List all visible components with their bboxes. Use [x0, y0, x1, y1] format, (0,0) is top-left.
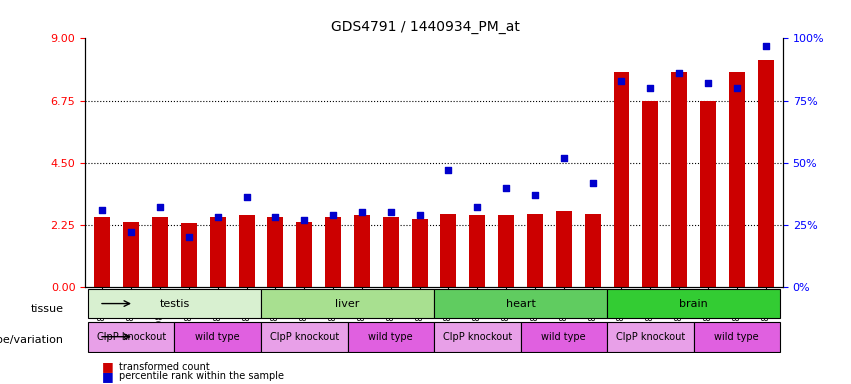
Point	[528, 192, 542, 198]
Text: wild type: wild type	[196, 332, 240, 342]
FancyBboxPatch shape	[261, 289, 434, 318]
Bar	[210, 217, 226, 287]
Text: ClpP knockout: ClpP knockout	[270, 332, 339, 342]
FancyBboxPatch shape	[521, 322, 607, 352]
Point	[442, 167, 455, 173]
Text: heart: heart	[505, 299, 535, 309]
Point	[211, 214, 225, 220]
Text: brain: brain	[679, 299, 708, 309]
Bar	[757, 61, 774, 287]
Point	[269, 214, 283, 220]
Point	[413, 212, 426, 218]
Text: ClpP knockout: ClpP knockout	[615, 332, 685, 342]
Point	[471, 204, 484, 210]
Text: ■: ■	[102, 370, 114, 383]
Bar	[441, 214, 456, 287]
Point	[95, 207, 109, 213]
FancyBboxPatch shape	[261, 322, 347, 352]
FancyBboxPatch shape	[88, 322, 174, 352]
FancyBboxPatch shape	[174, 322, 261, 352]
FancyBboxPatch shape	[347, 322, 434, 352]
Bar	[412, 219, 427, 287]
Point	[326, 212, 340, 218]
Text: testis: testis	[159, 299, 190, 309]
Bar	[94, 217, 111, 287]
Text: wild type: wild type	[541, 332, 586, 342]
Text: genotype/variation: genotype/variation	[0, 335, 64, 345]
Point	[124, 229, 138, 235]
Point	[500, 184, 513, 190]
Text: percentile rank within the sample: percentile rank within the sample	[119, 371, 284, 381]
Point	[672, 70, 686, 76]
Bar	[470, 215, 485, 287]
Bar	[123, 222, 140, 287]
Text: wild type: wild type	[368, 332, 413, 342]
Bar	[498, 215, 514, 287]
Point	[614, 78, 628, 84]
Bar	[700, 101, 716, 287]
Point	[384, 209, 397, 215]
Point	[759, 43, 773, 49]
Point	[153, 204, 167, 210]
Point	[240, 194, 254, 200]
Text: liver: liver	[335, 299, 360, 309]
Point	[557, 155, 570, 161]
Bar	[383, 217, 398, 287]
Bar	[238, 215, 254, 287]
Bar	[556, 211, 572, 287]
Text: ■: ■	[102, 360, 114, 373]
Bar	[354, 215, 370, 287]
FancyBboxPatch shape	[434, 289, 607, 318]
FancyBboxPatch shape	[694, 322, 780, 352]
Point	[182, 234, 196, 240]
Point	[701, 80, 715, 86]
Text: tissue: tissue	[31, 304, 64, 314]
FancyBboxPatch shape	[607, 289, 780, 318]
Text: transformed count: transformed count	[119, 362, 210, 372]
Text: ClpP knockout: ClpP knockout	[97, 332, 166, 342]
Point	[298, 217, 311, 223]
Bar	[181, 223, 197, 287]
Point	[643, 85, 657, 91]
Text: GDS4791 / 1440934_PM_at: GDS4791 / 1440934_PM_at	[331, 20, 520, 34]
FancyBboxPatch shape	[607, 322, 694, 352]
Bar	[643, 101, 658, 287]
Bar	[325, 217, 341, 287]
Bar	[152, 217, 168, 287]
Bar	[296, 222, 312, 287]
Text: ClpP knockout: ClpP knockout	[443, 332, 512, 342]
Point	[730, 85, 744, 91]
Text: wild type: wild type	[715, 332, 759, 342]
Bar	[671, 71, 687, 287]
FancyBboxPatch shape	[88, 289, 261, 318]
Point	[585, 179, 599, 185]
Bar	[614, 71, 630, 287]
FancyBboxPatch shape	[434, 322, 521, 352]
Bar	[527, 214, 543, 287]
Point	[355, 209, 368, 215]
Bar	[585, 214, 601, 287]
Bar	[267, 217, 283, 287]
Bar	[728, 71, 745, 287]
